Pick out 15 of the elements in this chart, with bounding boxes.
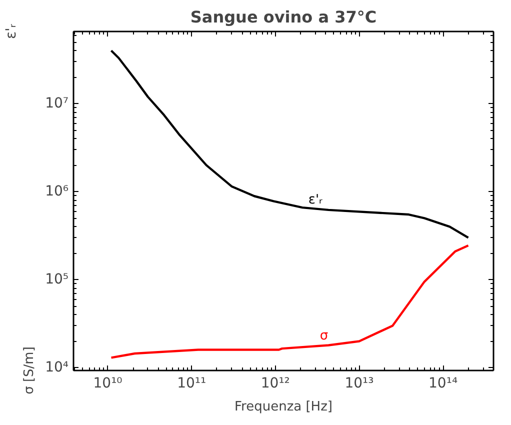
chart-title: Sangue ovino a 37°C [190, 8, 377, 26]
y-tick-label: 10⁴ [45, 360, 69, 376]
y-tick-label: 10⁵ [45, 272, 69, 288]
x-tick-label: 10¹¹ [177, 376, 206, 392]
y-axis-title: σ [S/m] [22, 346, 38, 394]
annotation: ε'ᵣ [308, 192, 324, 208]
x-tick-label: 10¹³ [344, 376, 374, 392]
x-tick-label: 10¹⁰ [93, 376, 123, 392]
text: ε'ᵣ [4, 24, 20, 40]
x-axis-title: Frequenza [Hz] [234, 400, 332, 414]
x-tick-label: 10¹² [260, 376, 290, 392]
y-tick-label: 10⁶ [45, 184, 69, 200]
annotation: σ [320, 328, 328, 344]
y-tick-label: 10⁷ [45, 96, 69, 112]
x-tick-label: 10¹⁴ [428, 376, 458, 392]
